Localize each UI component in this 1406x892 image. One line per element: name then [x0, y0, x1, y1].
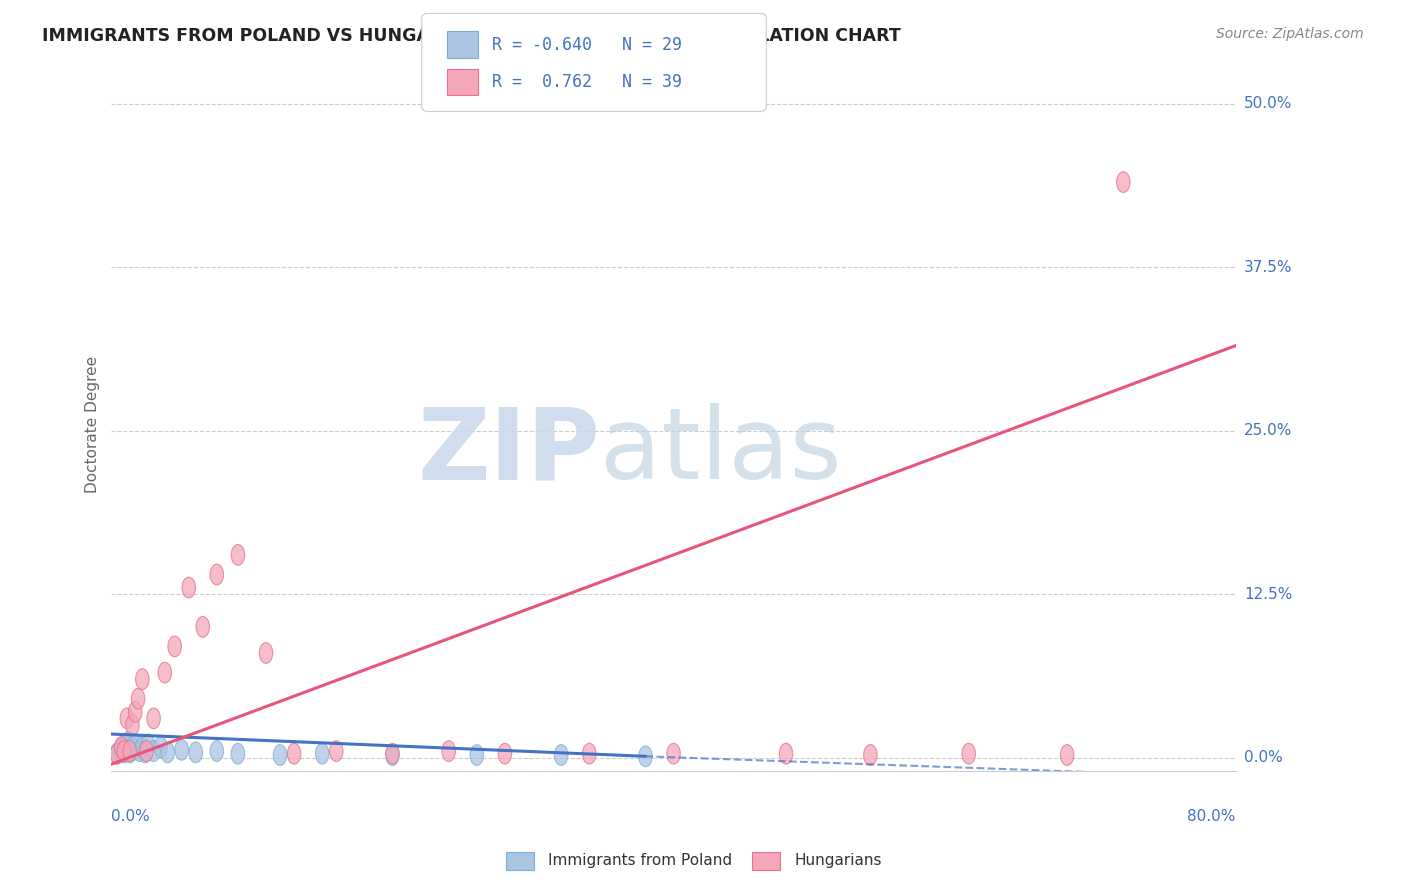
Ellipse shape	[129, 734, 143, 755]
Text: 12.5%: 12.5%	[1244, 587, 1292, 601]
Ellipse shape	[132, 740, 146, 762]
Text: R =  0.762   N = 39: R = 0.762 N = 39	[492, 73, 682, 91]
Ellipse shape	[209, 740, 224, 762]
Ellipse shape	[117, 740, 131, 762]
Text: IMMIGRANTS FROM POLAND VS HUNGARIAN DOCTORATE DEGREE CORRELATION CHART: IMMIGRANTS FROM POLAND VS HUNGARIAN DOCT…	[42, 27, 901, 45]
Ellipse shape	[138, 742, 152, 763]
Ellipse shape	[582, 743, 596, 764]
Ellipse shape	[141, 734, 155, 755]
Ellipse shape	[110, 743, 124, 764]
Ellipse shape	[135, 669, 149, 690]
Ellipse shape	[315, 743, 329, 764]
Text: Hungarians: Hungarians	[794, 854, 882, 868]
Ellipse shape	[188, 742, 202, 763]
Text: 50.0%: 50.0%	[1244, 96, 1292, 112]
Ellipse shape	[273, 745, 287, 765]
Text: Source: ZipAtlas.com: Source: ZipAtlas.com	[1216, 27, 1364, 41]
Ellipse shape	[110, 743, 124, 764]
Ellipse shape	[287, 743, 301, 764]
Ellipse shape	[127, 739, 141, 760]
Ellipse shape	[779, 743, 793, 764]
Ellipse shape	[112, 740, 127, 762]
Ellipse shape	[135, 737, 149, 757]
Ellipse shape	[1116, 171, 1130, 193]
Ellipse shape	[385, 745, 399, 765]
Ellipse shape	[554, 745, 568, 765]
Ellipse shape	[666, 743, 681, 764]
Ellipse shape	[153, 737, 167, 757]
Ellipse shape	[181, 577, 195, 598]
Ellipse shape	[638, 746, 652, 767]
Ellipse shape	[117, 742, 131, 763]
Ellipse shape	[498, 743, 512, 764]
Ellipse shape	[863, 745, 877, 765]
Ellipse shape	[160, 742, 174, 763]
Ellipse shape	[962, 743, 976, 764]
Text: ZIP: ZIP	[418, 403, 600, 500]
Text: 0.0%: 0.0%	[111, 809, 150, 824]
Ellipse shape	[122, 742, 136, 763]
Ellipse shape	[118, 734, 132, 755]
Ellipse shape	[231, 743, 245, 764]
Ellipse shape	[1060, 745, 1074, 765]
Ellipse shape	[195, 616, 209, 637]
Text: Immigrants from Poland: Immigrants from Poland	[548, 854, 733, 868]
Text: 25.0%: 25.0%	[1244, 423, 1292, 438]
Ellipse shape	[120, 739, 134, 760]
Text: 80.0%: 80.0%	[1188, 809, 1236, 824]
Ellipse shape	[157, 662, 172, 683]
Ellipse shape	[121, 731, 135, 752]
Ellipse shape	[122, 740, 136, 762]
Ellipse shape	[209, 564, 224, 585]
Ellipse shape	[146, 708, 160, 729]
Ellipse shape	[128, 701, 142, 723]
Text: 0.0%: 0.0%	[1244, 750, 1282, 765]
Ellipse shape	[329, 740, 343, 762]
Ellipse shape	[120, 708, 134, 729]
Ellipse shape	[259, 642, 273, 664]
Ellipse shape	[139, 740, 153, 762]
Ellipse shape	[146, 740, 160, 762]
Ellipse shape	[131, 689, 145, 709]
Ellipse shape	[125, 714, 139, 735]
Ellipse shape	[441, 740, 456, 762]
Y-axis label: Doctorate Degree: Doctorate Degree	[86, 356, 100, 492]
Ellipse shape	[174, 739, 188, 760]
Ellipse shape	[470, 745, 484, 765]
Text: R = -0.640   N = 29: R = -0.640 N = 29	[492, 36, 682, 54]
Text: atlas: atlas	[600, 403, 842, 500]
Ellipse shape	[114, 737, 128, 757]
Ellipse shape	[115, 737, 129, 757]
Ellipse shape	[125, 737, 139, 757]
Ellipse shape	[231, 544, 245, 566]
Ellipse shape	[385, 743, 399, 764]
Ellipse shape	[114, 738, 128, 759]
Text: 37.5%: 37.5%	[1244, 260, 1292, 275]
Ellipse shape	[167, 636, 181, 657]
